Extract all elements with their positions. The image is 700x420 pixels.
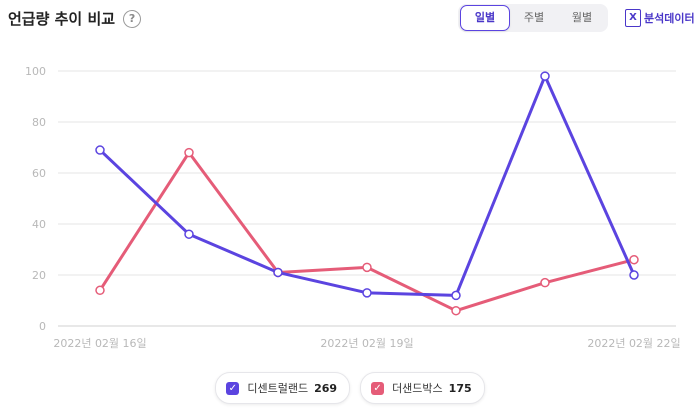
legend-label: 디센트럴랜드 (247, 382, 309, 395)
y-tick-label: 80 (32, 116, 46, 129)
chart-legend: ✓ 디센트럴랜드 269 ✓ 더샌드박스 175 (0, 372, 700, 404)
y-tick-label: 60 (32, 167, 46, 180)
line-chart: 0 20 40 60 80 100 2022년 02월 16일 2022년 02월 19일 20… (25, 65, 681, 350)
chart-title: 언급량 추이 비교 ? (8, 8, 142, 29)
legend-count: 269 (314, 381, 338, 395)
checkbox-icon: ✓ (371, 381, 385, 395)
data-point (95, 145, 105, 155)
tab-weekly[interactable]: 주별 (523, 11, 545, 24)
y-tick-label: 20 (32, 269, 46, 282)
excel-icon: X (625, 9, 641, 27)
data-point (540, 277, 550, 288)
y-tick-label: 100 (25, 65, 46, 78)
legend-count: 175 (448, 381, 472, 395)
y-tick-label: 0 (39, 320, 46, 333)
data-point (629, 270, 639, 280)
data-point (540, 71, 550, 81)
x-tick-label: 2022년 02월 16일 (53, 336, 146, 350)
help-icon[interactable]: ? (123, 9, 142, 28)
x-tick-label: 2022년 02월 22일 (587, 336, 680, 350)
y-tick-label: 40 (32, 218, 46, 231)
legend-label: 더샌드박스 (392, 382, 443, 395)
data-point (451, 290, 461, 301)
period-tabs: 일별 주별 월별 (458, 4, 608, 32)
legend-item-thesandbox[interactable]: ✓ 더샌드박스 175 (360, 372, 485, 404)
checkbox-icon: ✓ (226, 381, 240, 395)
data-point (184, 229, 194, 239)
data-point (362, 288, 372, 298)
data-point (362, 262, 372, 273)
series-line-0 (98, 74, 636, 297)
tab-monthly[interactable]: 월별 (571, 11, 593, 24)
data-point (629, 254, 639, 265)
analysis-data-button[interactable]: X 분석데이터 (625, 9, 695, 27)
data-point (273, 267, 283, 278)
x-tick-label: 2022년 02월 19일 (320, 336, 413, 350)
legend-item-decentraland[interactable]: ✓ 디센트럴랜드 269 (215, 372, 351, 404)
series-line-1 (98, 151, 636, 313)
data-point (184, 147, 194, 158)
data-point (95, 285, 105, 296)
data-point (451, 305, 461, 316)
chart-title-text: 언급량 추이 비교 (8, 10, 116, 28)
tab-daily[interactable]: 일별 (460, 5, 510, 31)
analysis-data-label: 분석데이터 (644, 12, 695, 25)
